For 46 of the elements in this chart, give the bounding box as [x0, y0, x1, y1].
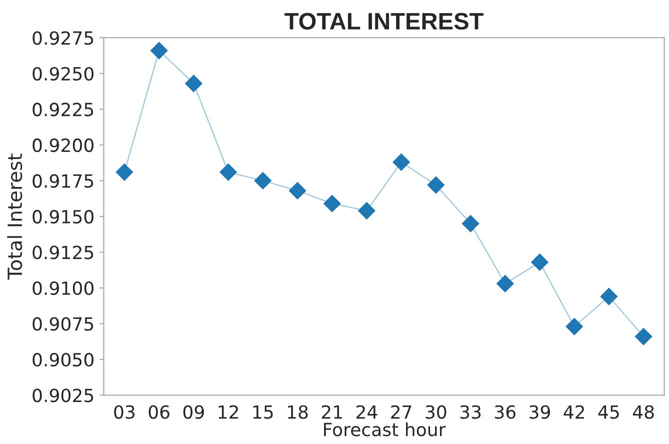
x-tick-label: 15 — [253, 405, 273, 419]
y-tick-label: 0.9200 — [32, 138, 94, 152]
x-tick-label: 12 — [218, 405, 238, 419]
x-tick-label: 45 — [598, 405, 619, 419]
x-tick-label: 06 — [148, 405, 170, 419]
x-tick-label: 21 — [322, 405, 342, 419]
x-tick-label: 39 — [530, 405, 550, 419]
x-tick-label: 18 — [288, 405, 308, 419]
x-tick-label: 09 — [183, 405, 204, 419]
y-tick-label: 0.9100 — [32, 281, 94, 296]
y-tick-label: 0.9075 — [32, 317, 94, 331]
y-tick-label: 0.9225 — [32, 102, 94, 116]
point — [220, 164, 237, 181]
point — [600, 288, 618, 306]
point — [566, 318, 583, 336]
x-tick-label: 36 — [495, 405, 516, 419]
y-tick-label: 0.9275 — [32, 31, 94, 45]
point — [150, 42, 168, 60]
y-tick-label: 0.9150 — [32, 210, 94, 224]
y-tick-label: 0.9175 — [32, 174, 94, 188]
y-tick-label: 0.9125 — [32, 246, 94, 260]
x-tick-label: 48 — [632, 405, 654, 419]
point — [635, 328, 652, 346]
point — [392, 154, 410, 171]
x-axis-title: Forecast hour — [324, 422, 446, 436]
point — [496, 275, 514, 292]
x-tick-label: 33 — [460, 405, 481, 419]
y-axis-title: Total Interest — [7, 154, 22, 280]
point — [116, 164, 134, 181]
point — [427, 176, 444, 194]
y-tick-label: 0.9050 — [32, 352, 94, 367]
x-tick-label: 03 — [114, 405, 134, 419]
point — [254, 172, 272, 190]
point — [462, 215, 480, 232]
point — [185, 74, 202, 92]
point — [288, 182, 306, 200]
chart-title: TOTAL INTEREST — [284, 12, 484, 30]
x-tick-label: 27 — [391, 405, 412, 419]
x-tick-label: 24 — [356, 405, 378, 419]
point — [358, 202, 376, 220]
x-tick-label: 30 — [426, 405, 446, 419]
y-tick-label: 0.9025 — [32, 388, 94, 402]
x-tick-label: 42 — [564, 405, 584, 419]
y-tick-label: 0.9250 — [32, 66, 94, 81]
point — [531, 254, 548, 271]
point — [324, 195, 341, 212]
